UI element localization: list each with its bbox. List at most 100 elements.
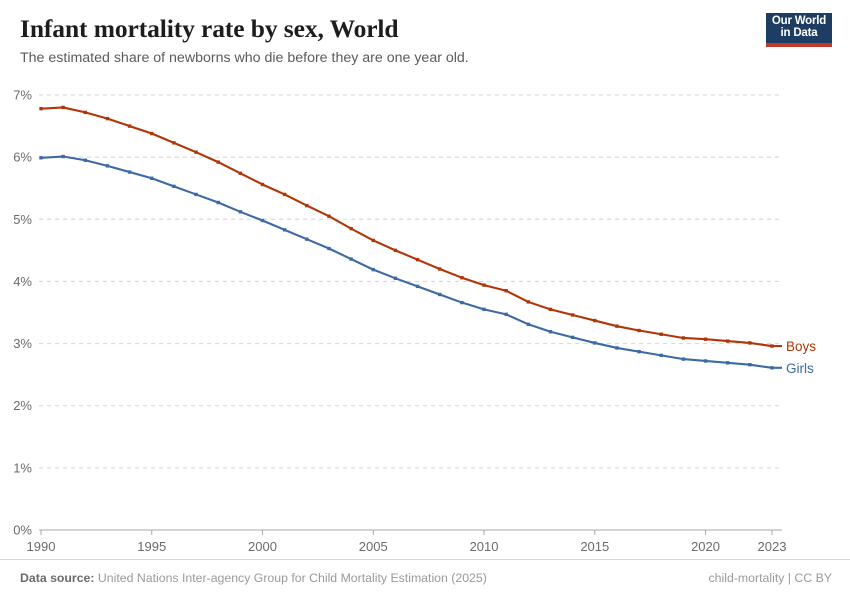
data-point[interactable] — [282, 192, 287, 197]
x-tick-label: 2023 — [758, 539, 787, 554]
data-point[interactable] — [39, 156, 43, 160]
data-point[interactable] — [548, 307, 553, 312]
data-point[interactable] — [460, 300, 464, 305]
y-tick-label: 6% — [13, 150, 32, 165]
data-point[interactable] — [393, 248, 398, 253]
x-tick-label: 2020 — [691, 539, 720, 554]
data-point[interactable] — [83, 158, 88, 162]
data-point[interactable] — [393, 276, 398, 281]
data-point[interactable] — [659, 332, 663, 336]
data-point[interactable] — [725, 339, 730, 343]
x-tick-label: 1995 — [137, 539, 166, 554]
data-point[interactable] — [415, 284, 420, 289]
data-point[interactable] — [349, 226, 353, 231]
data-point[interactable] — [127, 124, 132, 128]
data-point[interactable] — [105, 116, 110, 121]
series-label-girls[interactable]: Girls — [786, 361, 814, 376]
x-tick-label: 2015 — [580, 539, 609, 554]
data-point[interactable] — [570, 313, 575, 317]
license-note[interactable]: child-mortality | CC BY — [708, 571, 832, 585]
y-tick-label: 7% — [13, 88, 32, 103]
data-point[interactable] — [83, 110, 88, 115]
x-axis-group — [40, 530, 773, 535]
x-tick-label: 2005 — [359, 539, 388, 554]
y-tick-label: 1% — [13, 460, 32, 475]
x-tick-label: 2000 — [248, 539, 277, 554]
data-point[interactable] — [637, 349, 641, 354]
y-tick-label: 0% — [13, 523, 32, 538]
data-point[interactable] — [526, 322, 531, 327]
data-point[interactable] — [504, 289, 508, 293]
data-point[interactable] — [438, 292, 442, 297]
data-point[interactable] — [150, 176, 154, 180]
data-point[interactable] — [482, 283, 486, 287]
chart-header: Infant mortality rate by sex, World The … — [20, 14, 760, 68]
data-point[interactable] — [548, 330, 553, 334]
data-point[interactable] — [260, 218, 265, 223]
data-point[interactable] — [438, 267, 442, 271]
data-point[interactable] — [238, 210, 243, 214]
data-point[interactable] — [150, 131, 154, 136]
data-point[interactable] — [61, 105, 65, 110]
y-tick-label: 4% — [13, 274, 32, 289]
data-point[interactable] — [216, 200, 220, 205]
data-point[interactable] — [305, 203, 309, 208]
line-chart-svg[interactable]: 0% 1% 2% 3% 4% 5% 6% 7% 1990 1995 2000 2005 2010 201… — [0, 70, 850, 560]
chart-footer: Data source: United Nations Inter-agency… — [0, 559, 850, 600]
data-point[interactable] — [593, 341, 597, 345]
y-tick-label: 5% — [13, 212, 32, 227]
data-point[interactable] — [327, 246, 331, 251]
data-point[interactable] — [260, 182, 265, 187]
data-point[interactable] — [238, 171, 243, 175]
data-point[interactable] — [194, 150, 198, 154]
data-point[interactable] — [327, 214, 331, 218]
data-point[interactable] — [371, 267, 375, 272]
data-point[interactable] — [415, 257, 420, 262]
data-point[interactable] — [703, 337, 708, 341]
data-point[interactable] — [216, 160, 220, 164]
data-point[interactable] — [681, 336, 686, 340]
data-point[interactable] — [371, 238, 375, 243]
data-point[interactable] — [105, 164, 110, 168]
data-point[interactable] — [703, 359, 708, 363]
data-point[interactable] — [482, 307, 486, 312]
data-point[interactable] — [748, 341, 752, 345]
data-point[interactable] — [504, 312, 508, 317]
data-point[interactable] — [748, 363, 752, 367]
data-point[interactable] — [282, 228, 287, 232]
data-point[interactable] — [194, 192, 198, 197]
data-point[interactable] — [39, 106, 43, 111]
series-labels-group[interactable]: Boys Girls — [772, 339, 816, 376]
data-point[interactable] — [593, 318, 597, 323]
page-title: Infant mortality rate by sex, World — [20, 14, 399, 43]
data-point[interactable] — [61, 154, 65, 159]
data-point[interactable] — [659, 353, 663, 358]
data-point[interactable] — [615, 324, 619, 328]
data-point[interactable] — [681, 357, 686, 361]
data-point[interactable] — [570, 335, 575, 340]
data-point[interactable] — [615, 346, 619, 350]
plot-area: 0% 1% 2% 3% 4% 5% 6% 7% 1990 1995 2000 2005 2010 201… — [0, 70, 850, 560]
data-point[interactable] — [172, 141, 176, 145]
series-label-boys[interactable]: Boys — [786, 339, 816, 354]
chart-subtitle: The estimated share of newborns who die … — [20, 50, 469, 67]
data-point[interactable] — [127, 170, 132, 174]
data-point[interactable] — [172, 184, 176, 189]
data-point[interactable] — [460, 276, 464, 280]
data-point[interactable] — [349, 257, 353, 261]
owid-logo[interactable]: Our World in Data — [766, 13, 832, 47]
logo-line-1: Our World — [771, 15, 827, 28]
data-point[interactable] — [526, 300, 531, 304]
y-tick-label: 3% — [13, 336, 32, 351]
data-point[interactable] — [725, 361, 730, 365]
data-source-note: Data source: United Nations Inter-agency… — [20, 571, 487, 585]
y-tick-label: 2% — [13, 398, 32, 413]
series-line-girls[interactable] — [39, 155, 774, 369]
data-point[interactable] — [637, 328, 641, 333]
gridlines-group — [39, 94, 782, 531]
data-point[interactable] — [305, 237, 309, 241]
series-line-boys[interactable] — [39, 106, 774, 348]
x-tick-label: 2010 — [470, 539, 499, 554]
series-group[interactable] — [39, 105, 774, 370]
